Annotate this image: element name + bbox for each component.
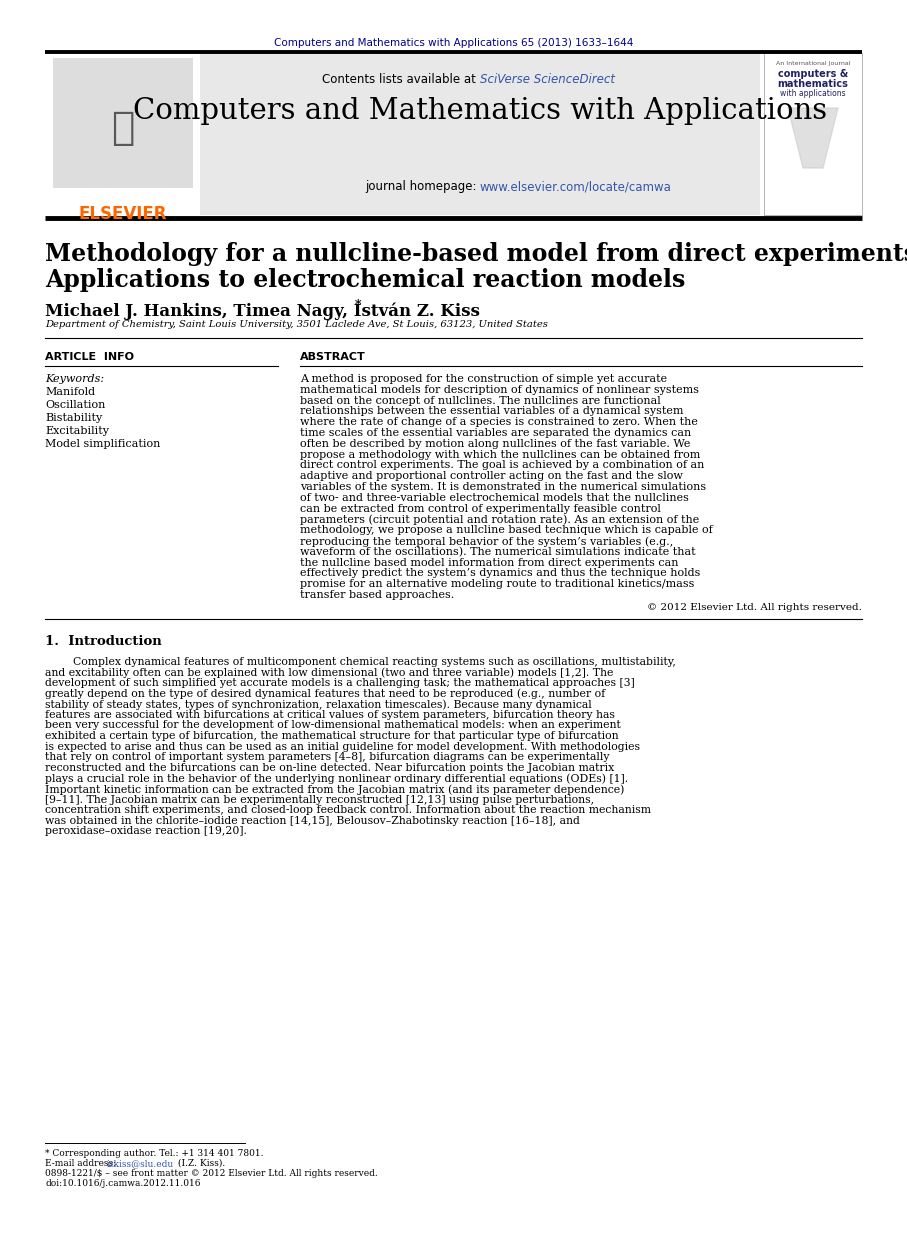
Text: features are associated with bifurcations at critical values of system parameter: features are associated with bifurcation… <box>45 709 615 719</box>
Text: propose a methodology with which the nullclines can be obtained from: propose a methodology with which the nul… <box>300 449 700 459</box>
Text: was obtained in the chlorite–iodide reaction [14,15], Belousov–Zhabotinsky react: was obtained in the chlorite–iodide reac… <box>45 816 580 826</box>
Text: and excitability often can be explained with low dimensional (two and three vari: and excitability often can be explained … <box>45 667 613 678</box>
Text: Excitability: Excitability <box>45 426 109 436</box>
Text: An International Journal: An International Journal <box>775 61 850 66</box>
Text: 🌲: 🌲 <box>112 109 134 147</box>
Text: time scales of the essential variables are separated the dynamics can: time scales of the essential variables a… <box>300 428 691 438</box>
Text: Bistability: Bistability <box>45 413 102 423</box>
Text: Model simplification: Model simplification <box>45 439 161 449</box>
Text: * Corresponding author. Tel.: +1 314 401 7801.: * Corresponding author. Tel.: +1 314 401… <box>45 1149 264 1158</box>
Text: variables of the system. It is demonstrated in the numerical simulations: variables of the system. It is demonstra… <box>300 482 707 491</box>
Text: adaptive and proportional controller acting on the fast and the slow: adaptive and proportional controller act… <box>300 472 683 482</box>
Text: concentration shift experiments, and closed-loop feedback control. Information a: concentration shift experiments, and clo… <box>45 805 651 815</box>
Text: based on the concept of nullclines. The nullclines are functional: based on the concept of nullclines. The … <box>300 396 661 406</box>
Text: © 2012 Elsevier Ltd. All rights reserved.: © 2012 Elsevier Ltd. All rights reserved… <box>647 603 862 612</box>
Text: been very successful for the development of low-dimensional mathematical models:: been very successful for the development… <box>45 721 620 730</box>
Text: mathematical models for description of dynamics of nonlinear systems: mathematical models for description of d… <box>300 385 699 395</box>
Text: direct control experiments. The goal is achieved by a combination of an: direct control experiments. The goal is … <box>300 461 705 470</box>
Text: *: * <box>355 300 362 312</box>
Polygon shape <box>788 108 838 168</box>
Text: peroxidase–oxidase reaction [19,20].: peroxidase–oxidase reaction [19,20]. <box>45 827 247 837</box>
Text: reproducing the temporal behavior of the system’s variables (e.g.,: reproducing the temporal behavior of the… <box>300 536 673 546</box>
Text: exhibited a certain type of bifurcation, the mathematical structure for that par: exhibited a certain type of bifurcation,… <box>45 730 619 742</box>
Bar <box>53 58 193 188</box>
Text: 0898-1221/$ – see front matter © 2012 Elsevier Ltd. All rights reserved.: 0898-1221/$ – see front matter © 2012 El… <box>45 1169 377 1179</box>
Text: plays a crucial role in the behavior of the underlying nonlinear ordinary differ: plays a crucial role in the behavior of … <box>45 774 629 784</box>
Text: often be described by motion along nullclines of the fast variable. We: often be described by motion along nullc… <box>300 438 690 449</box>
Text: greatly depend on the type of desired dynamical features that need to be reprodu: greatly depend on the type of desired dy… <box>45 688 605 699</box>
Text: 1.  Introduction: 1. Introduction <box>45 635 161 647</box>
Text: stability of steady states, types of synchronization, relaxation timescales). Be: stability of steady states, types of syn… <box>45 699 591 709</box>
Text: methodology, we propose a nullcline based technique which is capable of: methodology, we propose a nullcline base… <box>300 525 713 535</box>
Text: relationships between the essential variables of a dynamical system: relationships between the essential vari… <box>300 406 684 416</box>
Text: SciVerse ScienceDirect: SciVerse ScienceDirect <box>480 73 615 85</box>
Text: Oscillation: Oscillation <box>45 400 105 410</box>
Text: development of such simplified yet accurate models is a challenging task; the ma: development of such simplified yet accur… <box>45 678 635 688</box>
Text: waveform of the oscillations). The numerical simulations indicate that: waveform of the oscillations). The numer… <box>300 547 696 557</box>
Text: parameters (circuit potential and rotation rate). As an extension of the: parameters (circuit potential and rotati… <box>300 515 699 525</box>
Text: is expected to arise and thus can be used as an initial guideline for model deve: is expected to arise and thus can be use… <box>45 742 640 751</box>
Text: with applications: with applications <box>780 89 846 98</box>
Text: effectively predict the system’s dynamics and thus the technique holds: effectively predict the system’s dynamic… <box>300 568 700 578</box>
Text: Manifold: Manifold <box>45 387 95 397</box>
Text: reconstructed and the bifurcations can be on-line detected. Near bifurcation poi: reconstructed and the bifurcations can b… <box>45 763 614 773</box>
Text: journal homepage:: journal homepage: <box>365 180 480 193</box>
Text: computers &: computers & <box>778 69 848 79</box>
Text: [9–11]. The Jacobian matrix can be experimentally reconstructed [12,13] using pu: [9–11]. The Jacobian matrix can be exper… <box>45 795 594 805</box>
Text: doi:10.1016/j.camwa.2012.11.016: doi:10.1016/j.camwa.2012.11.016 <box>45 1179 200 1188</box>
Bar <box>200 53 760 215</box>
Text: Department of Chemistry, Saint Louis University, 3501 Laclede Ave, St Louis, 631: Department of Chemistry, Saint Louis Uni… <box>45 319 548 329</box>
Text: ELSEVIER: ELSEVIER <box>78 206 167 223</box>
Text: Complex dynamical features of multicomponent chemical reacting systems such as o: Complex dynamical features of multicompo… <box>73 657 676 667</box>
Text: E-mail address:: E-mail address: <box>45 1159 119 1167</box>
Text: Computers and Mathematics with Applications: Computers and Mathematics with Applicati… <box>133 97 827 125</box>
Text: ABSTRACT: ABSTRACT <box>300 352 366 361</box>
Text: ARTICLE  INFO: ARTICLE INFO <box>45 352 134 361</box>
Text: Keywords:: Keywords: <box>45 374 104 384</box>
Bar <box>764 53 862 215</box>
Text: Applications to electrochemical reaction models: Applications to electrochemical reaction… <box>45 267 686 292</box>
Text: can be extracted from control of experimentally feasible control: can be extracted from control of experim… <box>300 504 661 514</box>
Text: izkiss@slu.edu: izkiss@slu.edu <box>107 1159 174 1167</box>
Text: transfer based approaches.: transfer based approaches. <box>300 591 454 600</box>
Text: Contents lists available at: Contents lists available at <box>322 73 480 85</box>
Text: the nullcline based model information from direct experiments can: the nullcline based model information fr… <box>300 557 678 567</box>
Text: of two- and three-variable electrochemical models that the nullclines: of two- and three-variable electrochemic… <box>300 493 689 503</box>
Text: Computers and Mathematics with Applications 65 (2013) 1633–1644: Computers and Mathematics with Applicati… <box>274 38 633 48</box>
Text: Important kinetic information can be extracted from the Jacobian matrix (and its: Important kinetic information can be ext… <box>45 784 624 795</box>
Text: (I.Z. Kiss).: (I.Z. Kiss). <box>175 1159 225 1167</box>
Text: Michael J. Hankins, Timea Nagy, István Z. Kiss: Michael J. Hankins, Timea Nagy, István Z… <box>45 302 480 319</box>
Text: www.elsevier.com/locate/camwa: www.elsevier.com/locate/camwa <box>480 180 672 193</box>
Text: where the rate of change of a species is constrained to zero. When the: where the rate of change of a species is… <box>300 417 697 427</box>
Text: Methodology for a nullcline-based model from direct experiments:: Methodology for a nullcline-based model … <box>45 241 907 266</box>
Text: A method is proposed for the construction of simple yet accurate: A method is proposed for the constructio… <box>300 374 668 384</box>
Text: that rely on control of important system parameters [4–8], bifurcation diagrams : that rely on control of important system… <box>45 753 610 763</box>
Text: promise for an alternative modeling route to traditional kinetics/mass: promise for an alternative modeling rout… <box>300 579 695 589</box>
Text: mathematics: mathematics <box>777 79 848 89</box>
Bar <box>45 53 200 215</box>
